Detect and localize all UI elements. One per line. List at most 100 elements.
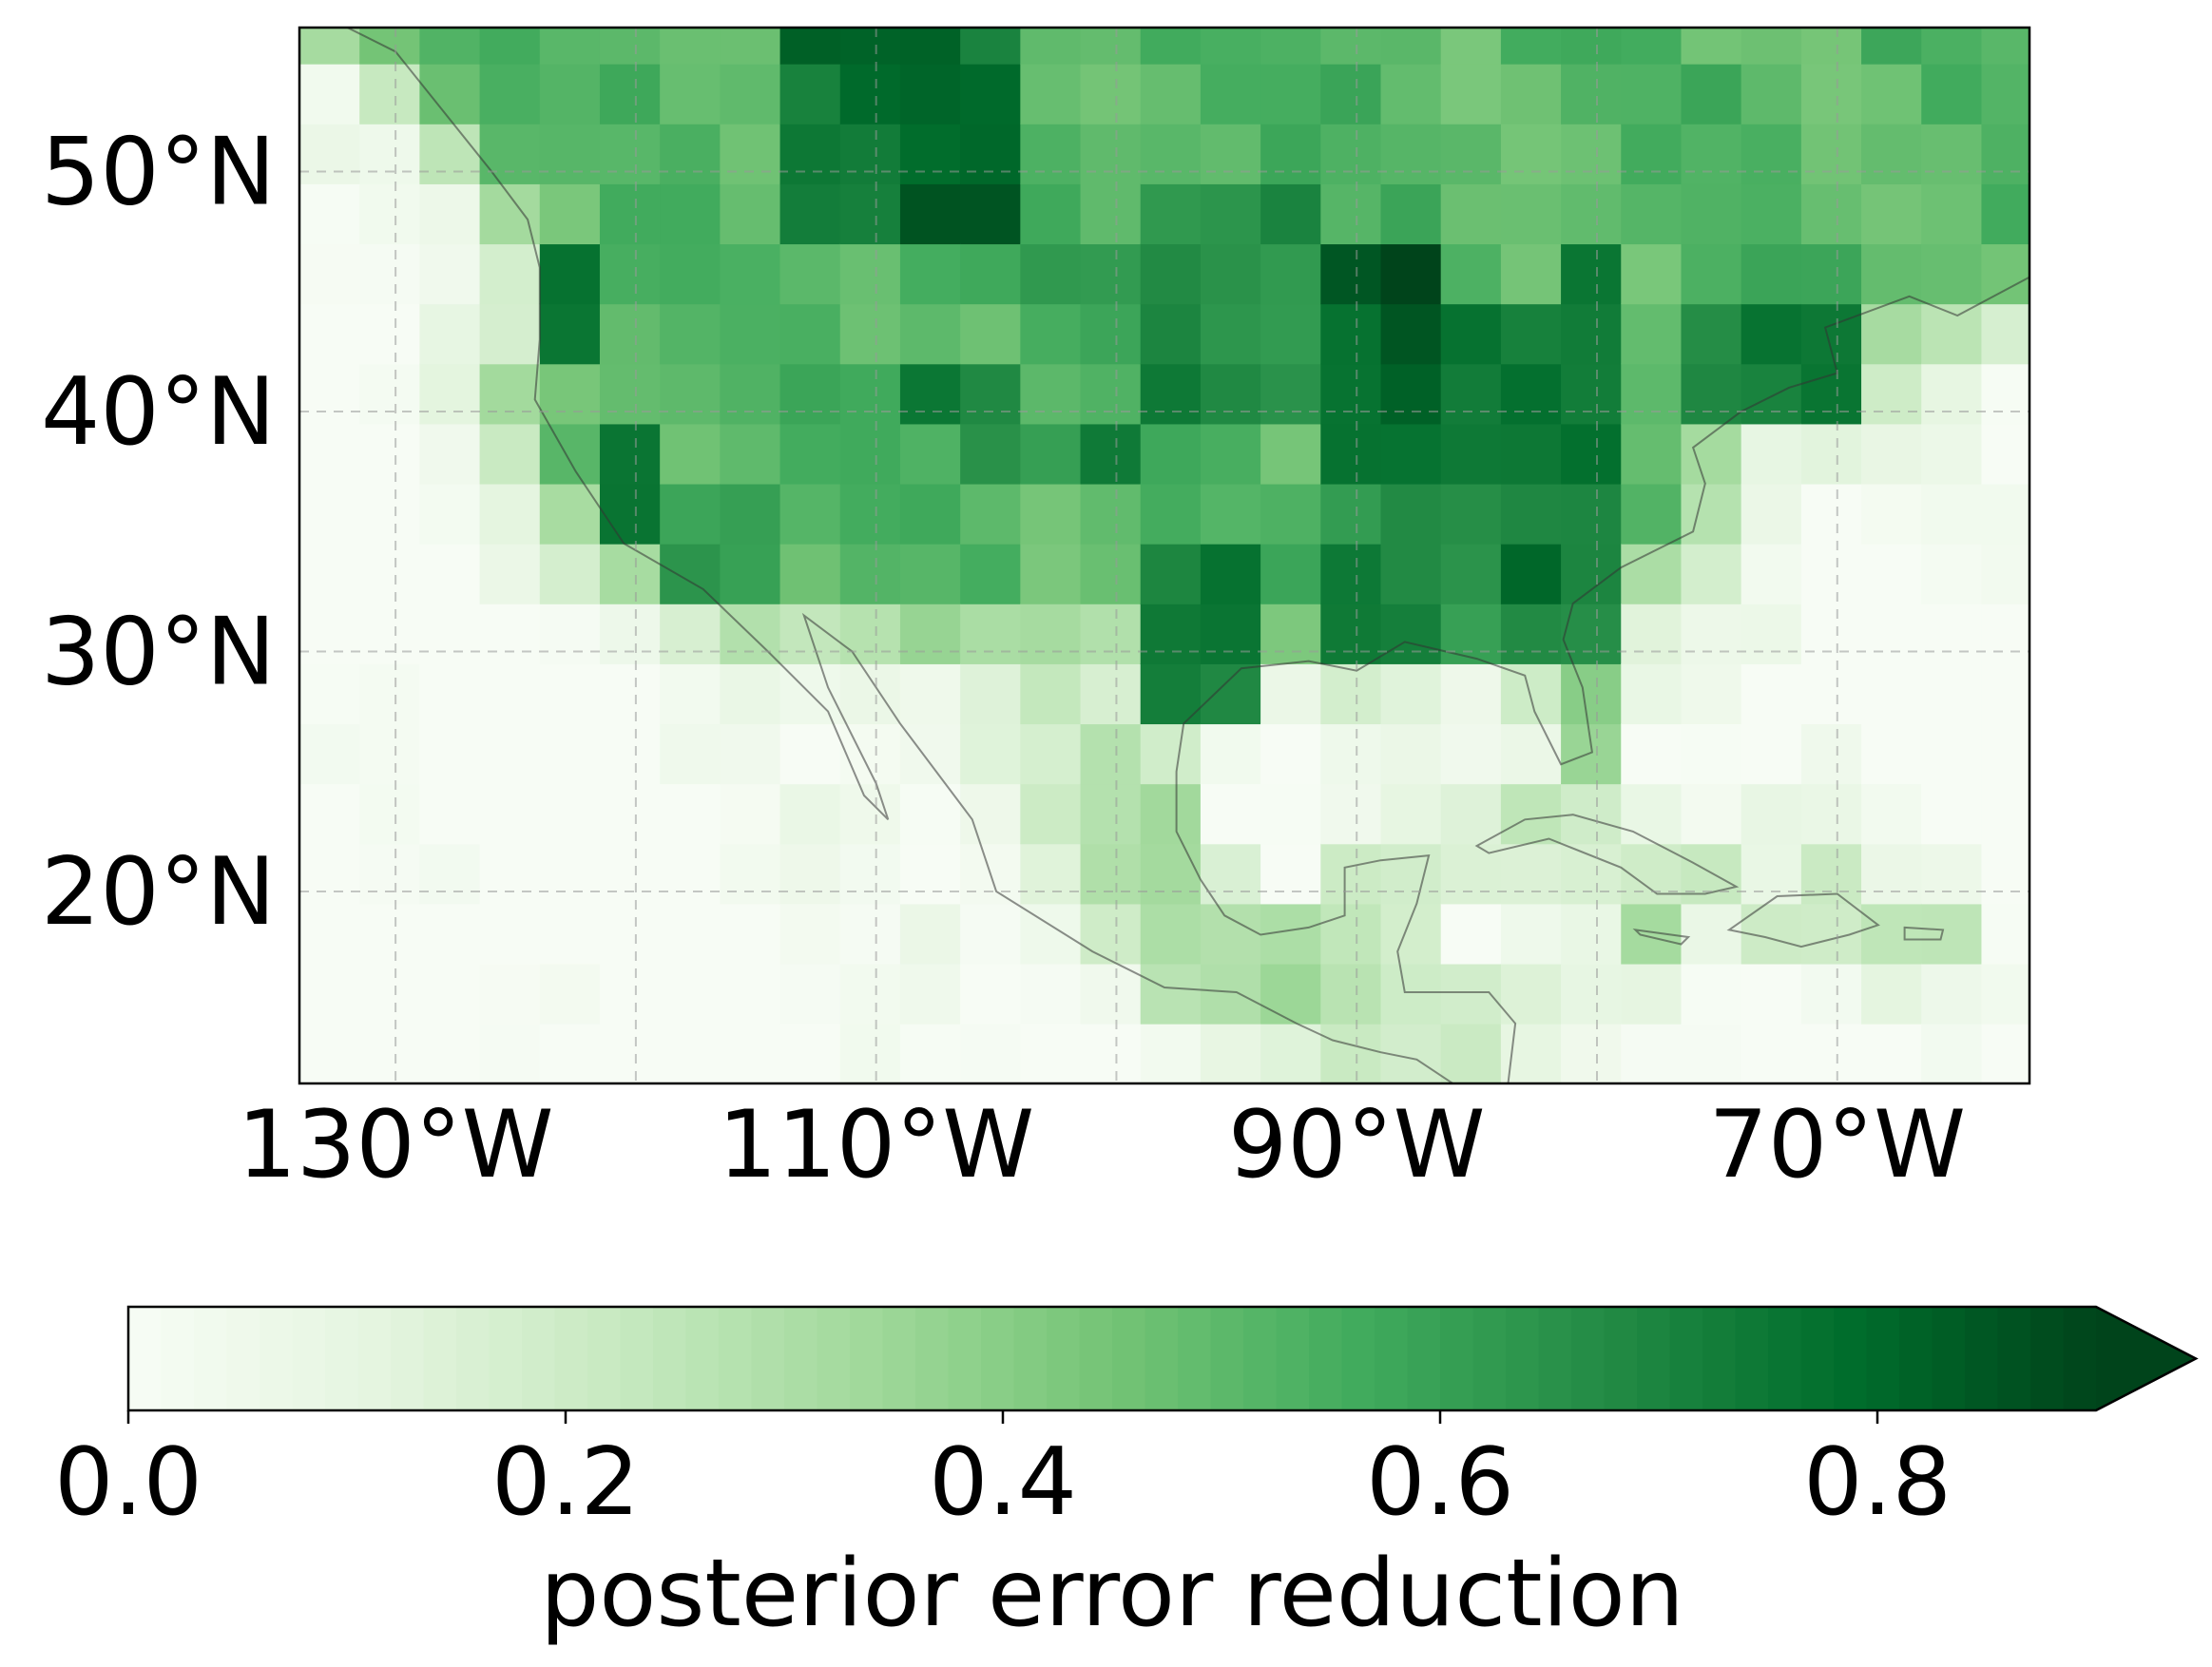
colorbar-tick-label: 0.2 (491, 1428, 640, 1537)
colorbar-segment (1506, 1307, 1540, 1410)
heatmap-cell (1320, 243, 1382, 305)
heatmap-cell (1861, 423, 1923, 485)
heatmap-cell (1080, 903, 1142, 965)
heatmap-cell (1320, 28, 1382, 65)
heatmap-cell (1500, 483, 1562, 545)
heatmap-cell (359, 604, 421, 664)
heatmap-cell (1681, 903, 1742, 965)
heatmap-cell (1800, 1023, 1862, 1083)
heatmap-cell (720, 124, 781, 184)
heatmap-cell (720, 363, 781, 425)
heatmap-cell (1440, 723, 1502, 785)
heatmap-cell (899, 303, 961, 365)
colorbar-segment (1375, 1307, 1409, 1410)
heatmap-cell (1500, 604, 1562, 664)
heatmap-cell (599, 543, 661, 604)
heatmap-cell (1440, 483, 1502, 545)
heatmap-cell (359, 423, 421, 485)
heatmap-cell (1981, 483, 2029, 545)
heatmap-cell (1080, 183, 1142, 245)
heatmap-cell (299, 783, 360, 845)
heatmap-cell (720, 723, 781, 785)
heatmap-cell (1741, 843, 1802, 905)
heatmap-cell (1260, 28, 1322, 65)
colorbar-segment (554, 1307, 588, 1410)
heatmap-cell (899, 843, 961, 905)
heatmap-cell (1200, 243, 1261, 305)
heatmap-cell (660, 483, 721, 545)
heatmap-cell (1800, 483, 1862, 545)
heatmap-cell (1140, 1023, 1202, 1083)
heatmap-cell (1140, 363, 1202, 425)
heatmap-cell (1741, 303, 1802, 365)
heatmap-cell (599, 843, 661, 905)
heatmap-cell (599, 604, 661, 664)
heatmap-cell (359, 303, 421, 365)
heatmap-cell (1561, 303, 1623, 365)
colorbar-segment (620, 1307, 654, 1410)
heatmap-cell (1380, 303, 1442, 365)
heatmap-cell (1861, 543, 1923, 604)
heatmap-cell (479, 723, 541, 785)
heatmap-cell (1561, 1023, 1623, 1083)
heatmap-cell (539, 783, 601, 845)
colorbar-segment (719, 1307, 753, 1410)
heatmap-cell (779, 903, 841, 965)
heatmap-cell (419, 483, 481, 545)
heatmap-cell (599, 723, 661, 785)
heatmap-cell (1080, 63, 1142, 125)
heatmap-cell (539, 63, 601, 125)
colorbar-segment (1309, 1307, 1343, 1410)
heatmap-cell (720, 63, 781, 125)
colorbar-outline (126, 1305, 2199, 1412)
heatmap-cell (1440, 604, 1502, 664)
heatmap-cell (1800, 124, 1862, 184)
heatmap-cell (1861, 303, 1923, 365)
heatmap-cell (899, 243, 961, 305)
heatmap-cell (1921, 243, 1983, 305)
heatmap-cell (599, 903, 661, 965)
heatmap-cell (1260, 243, 1322, 305)
heatmap-cell (660, 124, 721, 184)
colorbar-segment (1079, 1307, 1113, 1410)
heatmap-cell (779, 183, 841, 245)
heatmap-cell (1320, 63, 1382, 125)
heatmap-cell (1320, 903, 1382, 965)
latitude-tick-label: 40°N (41, 358, 276, 467)
colorbar-segment (1571, 1307, 1606, 1410)
heatmap-cell (839, 243, 901, 305)
heatmap-cell (1921, 28, 1983, 65)
colorbar-segment (1407, 1307, 1441, 1410)
latitude-tick-label: 50°N (41, 119, 276, 227)
heatmap-cell (960, 543, 1022, 604)
heatmap-cell (1981, 843, 2029, 905)
heatmap-cell (779, 28, 841, 65)
heatmap-cell (1561, 183, 1623, 245)
colorbar-segment (1243, 1307, 1278, 1410)
heatmap-cell (539, 423, 601, 485)
heatmap-cell (1500, 903, 1562, 965)
heatmap-cell (539, 543, 601, 604)
heatmap-cell (660, 723, 721, 785)
heatmap-cell (660, 604, 721, 664)
colorbar-segment (948, 1307, 982, 1410)
heatmap-cell (1260, 183, 1322, 245)
heatmap-cell (479, 963, 541, 1025)
heatmap-cell (1500, 124, 1562, 184)
heatmap-cell (1861, 483, 1923, 545)
heatmap-cell (839, 903, 901, 965)
heatmap-cell (660, 243, 721, 305)
heatmap-cell (1140, 183, 1202, 245)
heatmap-cell (299, 423, 360, 485)
colorbar-segment (1144, 1307, 1179, 1410)
heatmap-cell (359, 363, 421, 425)
heatmap-cell (1020, 303, 1082, 365)
heatmap-cell (1260, 124, 1322, 184)
heatmap-cell (1080, 28, 1142, 65)
heatmap-cell (1140, 604, 1202, 664)
heatmap-cell (1020, 783, 1082, 845)
colorbar-label: posterior error reduction (540, 1540, 1684, 1648)
heatmap-cell (599, 963, 661, 1025)
heatmap-cell (1320, 543, 1382, 604)
heatmap-cell (1140, 124, 1202, 184)
